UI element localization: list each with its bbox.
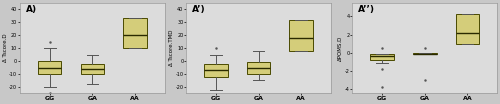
- PathPatch shape: [370, 54, 394, 60]
- PathPatch shape: [413, 53, 436, 54]
- PathPatch shape: [290, 20, 313, 51]
- Y-axis label: ΔPOMS.D: ΔPOMS.D: [338, 35, 344, 61]
- PathPatch shape: [204, 64, 228, 77]
- Text: A’’): A’’): [358, 6, 375, 14]
- PathPatch shape: [124, 18, 146, 48]
- PathPatch shape: [80, 64, 104, 74]
- Text: A’): A’): [192, 6, 205, 14]
- PathPatch shape: [38, 61, 62, 74]
- Y-axis label: Δ Tscore.TMD: Δ Tscore.TMD: [169, 30, 174, 66]
- Text: A): A): [26, 6, 37, 14]
- Y-axis label: Δ Tscore.D: Δ Tscore.D: [3, 34, 8, 62]
- PathPatch shape: [456, 14, 479, 44]
- PathPatch shape: [247, 62, 270, 74]
